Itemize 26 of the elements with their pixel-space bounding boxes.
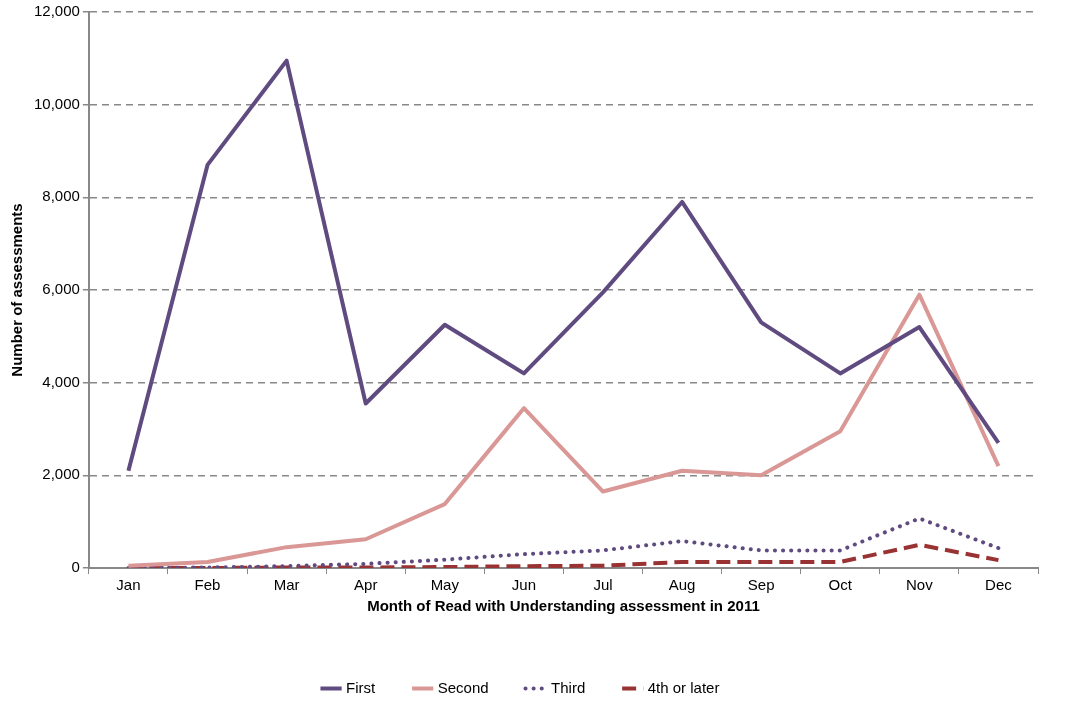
x-tick-label: Jul xyxy=(593,576,613,594)
x-tick-label: Apr xyxy=(354,576,378,594)
y-tick-label: 0 xyxy=(71,558,80,576)
x-tick-label: Feb xyxy=(194,576,221,594)
y-tick-label: 4,000 xyxy=(42,372,80,390)
x-axis-title: Month of Read with Understanding assessment in 2011 xyxy=(367,597,760,615)
x-tick-label: Dec xyxy=(985,576,1013,594)
legend-label: First xyxy=(346,678,377,696)
legend-label: Third xyxy=(551,678,586,696)
y-tick-label: 8,000 xyxy=(42,187,80,205)
x-tick-label: Jan xyxy=(116,576,141,594)
x-tick-label: Sep xyxy=(747,576,775,594)
x-tick-label: May xyxy=(430,576,460,594)
line-series xyxy=(126,516,1001,568)
y-tick-label: 12,000 xyxy=(33,2,80,20)
y-axis-title: Number of assessments xyxy=(8,203,26,377)
legend-label: Second xyxy=(437,678,489,696)
x-tick-label: Jun xyxy=(511,576,536,594)
y-tick-label: 2,000 xyxy=(42,465,80,483)
legend-label: 4th or later xyxy=(647,678,720,696)
x-tick-label: Aug xyxy=(668,576,696,594)
x-tick-label: Oct xyxy=(828,576,853,594)
x-tick-label: Nov xyxy=(906,576,934,594)
y-tick-label: 6,000 xyxy=(42,280,80,298)
x-tick-label: Mar xyxy=(273,576,300,594)
y-tick-label: 10,000 xyxy=(33,94,80,112)
